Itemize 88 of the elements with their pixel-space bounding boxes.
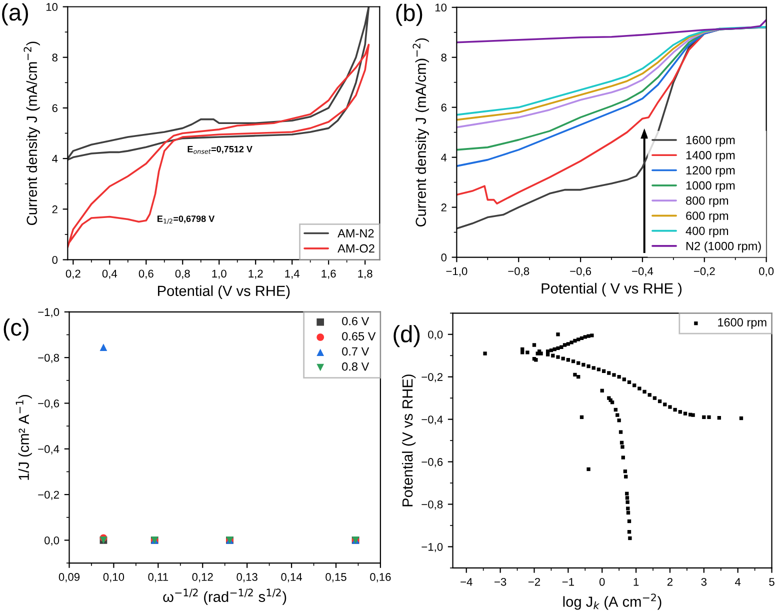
y-tick-label: 2 xyxy=(52,205,58,214)
x-tick-label: 0,13 xyxy=(236,573,258,582)
legend-label: 1600 rpm xyxy=(686,136,735,147)
x-tick-label: 1,0 xyxy=(212,270,226,279)
x-tick-label: −3 xyxy=(494,578,506,586)
legend-label: AM-N2 xyxy=(338,229,374,238)
x-tick-label: −4 xyxy=(460,578,472,586)
x-tick-label: 0,8 xyxy=(175,270,190,279)
y-tick-label: 4 xyxy=(52,154,58,163)
legend-label: 0.6 V xyxy=(342,316,370,326)
x-axis-title: Potential ( V vs RHE ) xyxy=(542,282,682,296)
legend-label: 600 rpm xyxy=(686,212,728,222)
chart-title: (c) xyxy=(4,318,28,340)
y-tick-label: −0,2 xyxy=(38,490,59,500)
x-tick-label: 0,10 xyxy=(103,573,124,582)
x-axis-title: ω$^{−1/2}$ (rad$^{−1/2}$ s$^{1/2}$) xyxy=(163,588,286,605)
x-tick-label: 0,2 xyxy=(66,270,80,279)
x-tick-label: −0,2 xyxy=(694,267,715,276)
x-tick-label: 2 xyxy=(667,578,673,586)
legend-label: 0.8 V xyxy=(342,362,370,371)
chart-title: (d) xyxy=(394,325,420,348)
x-tick-label: 0,11 xyxy=(148,573,168,582)
x-tick-label: 0,14 xyxy=(281,573,302,582)
y-tick-label: −0,2 xyxy=(422,373,443,382)
y-tick-label: 0,0 xyxy=(428,330,443,340)
x-tick-label: 5 xyxy=(769,578,774,586)
x-tick-label: −2 xyxy=(528,578,540,586)
x-tick-label: 0,4 xyxy=(102,270,118,279)
legend-label: 400 rpm xyxy=(686,226,728,238)
y-tick-label: 0 xyxy=(441,254,447,262)
legend-label: AM-O2 xyxy=(338,244,374,253)
legend-label: 1400 rpm xyxy=(686,151,735,162)
y-axis-title: Potential (V vs RHE) xyxy=(402,374,416,506)
y-tick-label: 6 xyxy=(52,104,58,112)
y-tick-label: 4 xyxy=(441,154,447,162)
y-tick-label: 10 xyxy=(46,3,58,11)
legend-label: 0.7 V xyxy=(342,347,370,356)
y-tick-label: −1,0 xyxy=(38,308,60,318)
x-tick-label: 0,6 xyxy=(138,270,154,279)
x-tick-label: 3 xyxy=(701,578,707,586)
x-tick-label: 0,12 xyxy=(192,573,213,582)
legend-label: 1000 rpm xyxy=(686,181,735,192)
legend-label: 800 rpm xyxy=(686,196,728,208)
chart-title: (b) xyxy=(396,4,422,26)
legend-label: 1600 rpm xyxy=(718,318,766,329)
point xyxy=(100,344,108,351)
y-tick-label: −0,8 xyxy=(38,354,60,364)
x-tick-label: 0,0 xyxy=(759,267,774,276)
x-tick-label: 1,6 xyxy=(322,270,336,279)
y-tick-label: −0,8 xyxy=(422,500,443,510)
x-tick-label: 0,09 xyxy=(58,573,80,582)
y-axis-title: Current density J (mA/cm$^{−2}$) xyxy=(24,42,40,226)
x-tick-label: 0 xyxy=(599,578,605,586)
annotation: E$_{onset}$=0,7512 V xyxy=(188,146,252,154)
annotation: E$_{1/2}$=0,6798 V xyxy=(158,216,215,224)
x-tick-label: 1,8 xyxy=(358,270,372,279)
y-tick-label: −0,4 xyxy=(38,445,60,454)
x-tick-label: 1,2 xyxy=(248,270,263,279)
y-tick-label: −0,6 xyxy=(38,400,60,409)
chart-title: (a) xyxy=(2,3,28,26)
y-tick-label: 0 xyxy=(52,256,58,264)
legend-label: 1200 rpm xyxy=(686,166,735,177)
y-tick-label: 2 xyxy=(441,204,446,212)
x-tick-label: 0,16 xyxy=(370,573,391,582)
x-tick-label: 1 xyxy=(634,578,639,586)
y-tick-label: 6 xyxy=(441,104,446,112)
x-tick-label: −0,6 xyxy=(570,267,592,276)
legend-label: N2 (1000 rpm) xyxy=(686,242,761,253)
y-tick-label: 8 xyxy=(441,54,446,62)
legend-label: 0.65 V xyxy=(342,332,376,340)
y-tick-label: 8 xyxy=(52,54,58,62)
x-tick-label: 4 xyxy=(735,578,741,586)
line-series xyxy=(456,18,766,44)
y-tick-label: −0,4 xyxy=(422,416,443,425)
x-tick-label: −1 xyxy=(562,578,574,586)
y-tick-label: 0,0 xyxy=(44,536,60,546)
x-axis-title: log J$_{k}$ (A cm$^{−2}$) xyxy=(563,594,662,610)
line-series xyxy=(68,6,370,161)
x-tick-label: −0,4 xyxy=(632,267,654,276)
x-tick-label: 0,15 xyxy=(326,573,346,582)
x-axis-title: Potential (V vs RHE) xyxy=(158,285,290,299)
x-tick-label: −0,8 xyxy=(508,267,530,276)
y-tick-label: −0,6 xyxy=(422,458,443,468)
y-tick-label: 10 xyxy=(435,4,447,12)
y-axis-title: Current density J (mA/cm)$^{−2}$) xyxy=(412,38,429,227)
y-axis-title: 1/J (cm² A$^{−1}$) xyxy=(16,394,32,480)
y-tick-label: −1,0 xyxy=(422,542,443,552)
x-tick-label: 1,4 xyxy=(285,270,300,279)
